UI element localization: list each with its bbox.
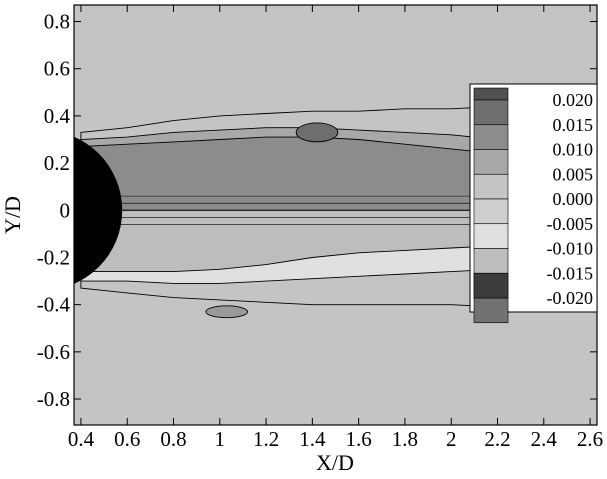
x-tick-label: 0.8 [160,427,186,451]
x-tick-label: 0.4 [68,427,95,451]
contour-peak [295,122,339,143]
y-tick-label: 0.8 [44,10,70,34]
legend-swatch [473,173,509,200]
x-tick-label: 2.4 [531,427,558,451]
x-tick-label: 2.6 [577,427,603,451]
x-axis-label: X/D [316,450,354,475]
y-tick-label: 0.6 [44,57,70,81]
legend-swatch [473,198,509,225]
y-tick-label: 0 [60,198,71,222]
x-tick-label: 1 [215,427,226,451]
legend-label: 0.015 [553,115,594,135]
legend-label: -0.015 [547,263,594,283]
x-tick-label: 1.8 [392,427,418,451]
legend-label: -0.005 [547,214,594,234]
legend-swatch [473,99,509,126]
x-tick-label: 2.2 [484,427,510,451]
legend-label: -0.020 [547,288,594,308]
x-tick-label: 0.6 [114,427,140,451]
legend: 0.020 0.015 0.010 0.005 0.000 -0.005 -0.010 -0.… [469,83,598,324]
legend-swatch [473,248,509,274]
legend-label: 0.005 [553,164,594,184]
y-tick-label: 0.2 [44,151,70,175]
y-axis-label: Y/D [0,196,25,234]
y-tick-label: -0.8 [37,387,70,411]
legend-swatch [473,124,509,150]
legend-label: -0.010 [547,239,594,259]
x-tick-label: 2 [446,427,457,451]
x-axis: 0.4 0.6 0.8 1 1.2 1.4 1.6 1.8 2 2.2 2.4 2.6 [68,5,603,451]
y-tick-label: 0.4 [44,104,71,128]
cylinder-shape [74,136,123,284]
legend-label: 0.000 [553,189,594,209]
legend-swatch [473,297,509,324]
legend-label: 0.010 [553,140,594,160]
contour-layer [74,106,597,319]
y-tick-label: -0.4 [37,293,71,317]
y-tick-label: -0.6 [37,340,70,364]
y-axis: 0.8 0.6 0.4 0.2 0 -0.2 -0.4 -0.6 -0.8 [37,10,597,411]
legend-swatch [473,223,509,249]
contour-peak [205,305,249,319]
y-tick-label: -0.2 [37,245,70,269]
legend-swatch [473,149,509,175]
legend-swatch [473,272,509,299]
legend-label: 0.020 [553,90,594,110]
x-tick-label: 1.6 [346,427,372,451]
x-tick-label: 1.4 [299,427,326,451]
x-tick-label: 1.2 [253,427,279,451]
legend-swatch [473,87,509,101]
